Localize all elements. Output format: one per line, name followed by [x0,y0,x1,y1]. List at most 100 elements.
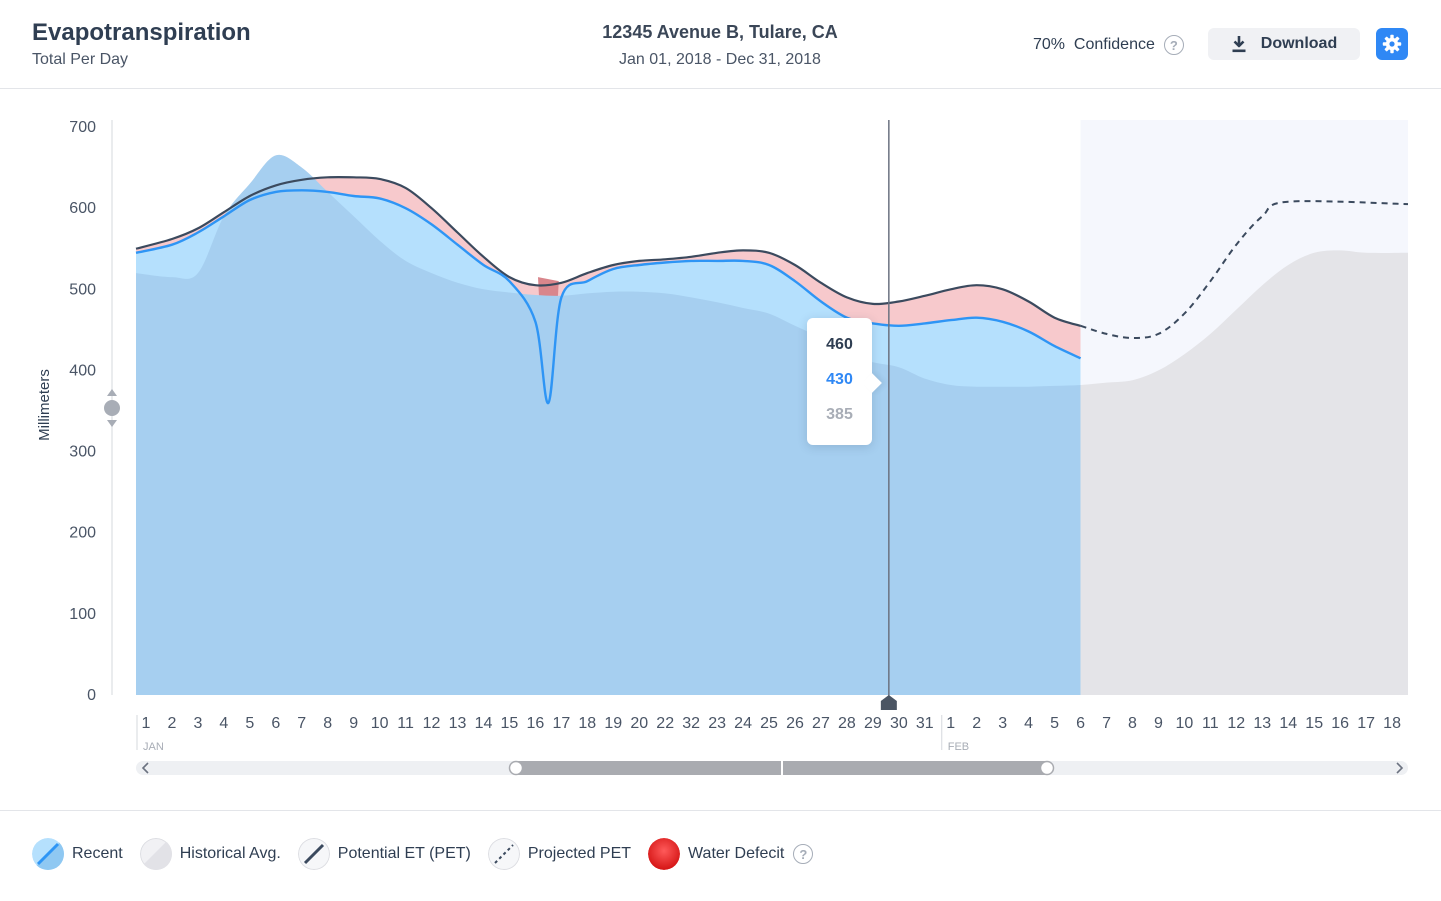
x-tick-label: 16 [527,715,545,732]
x-tick-label: 19 [604,715,622,732]
x-tick-label: 4 [1024,715,1033,732]
x-tick-label: 27 [812,715,830,732]
x-tick-label: 11 [397,715,414,732]
legend: Recent Historical Avg. Potential ET (PET… [32,838,814,870]
download-button[interactable]: Download [1208,28,1360,60]
y-tick-label: 500 [69,281,96,298]
projected-pet-swatch-icon [487,838,520,870]
legend-item-water-deficit[interactable]: Water Defecit [648,838,784,870]
x-tick-label: 17 [1357,715,1375,732]
pet-line [135,175,1081,327]
y-axis-label: Millimeters [36,369,53,441]
x-tick-label: 23 [708,715,726,732]
legend-item-recent[interactable]: Recent [32,838,123,870]
x-tick-label: 7 [1102,715,1111,732]
legend-label: Water Defecit [688,845,785,862]
pet-swatch-icon [297,838,330,870]
help-icon[interactable]: ? [1163,35,1184,55]
x-tick-label: 26 [786,715,804,732]
x-tick-label: 8 [1128,715,1137,732]
download-label: Download [1260,35,1338,52]
recent-line [135,189,1082,405]
x-tick-label: 24 [734,715,752,732]
legend-item-historical[interactable]: Historical Avg. [139,838,281,870]
x-tick-label: 5 [245,715,254,732]
y-tick-label: 400 [69,362,96,379]
scrollbar-right-handle[interactable] [1039,760,1055,776]
x-tick-label: 28 [838,715,856,732]
x-tick-label: 12 [423,715,441,732]
settings-button[interactable] [1376,28,1408,60]
y-handle-down-icon[interactable] [107,420,117,427]
x-tick-label: 9 [349,715,358,732]
tooltip-pet-value: 460 [826,336,853,353]
y-tick-label: 200 [69,525,96,542]
x-tick-label: 31 [916,715,934,732]
y-axis-handle[interactable] [104,400,120,416]
chart-title: Evapotranspiration [32,19,251,46]
x-tick-label: 8 [323,715,332,732]
x-tick-label: 2 [168,715,177,732]
x-tick-label: 18 [578,715,596,732]
x-tick-label: 16 [1331,715,1349,732]
x-tick-label: 10 [371,715,389,732]
x-tick-label: 29 [864,715,882,732]
legend-label: Projected PET [527,845,632,862]
y-tick-label: 300 [69,444,96,461]
tooltip-historical-value: 385 [826,406,853,423]
date-range[interactable]: Jan 01, 2018 - Dec 31, 2018 [619,51,821,68]
x-tick-label: 6 [271,715,280,732]
chart-area: 0 100 200 300 400 500 600 700 Millimeters 1 2 3 4 5 6 7… [0,90,1441,810]
x-tick-label: 32 [682,715,700,732]
legend-item-projected-pet[interactable]: Projected PET [487,838,632,870]
x-tick-label: 12 [1227,715,1245,732]
y-tick-label: 0 [87,687,96,704]
x-tick-label: 2 [972,715,981,732]
y-tick-label: 600 [69,200,96,217]
y-handle-up-icon[interactable] [107,389,117,396]
x-tick-label: 1 [946,715,955,732]
scrollbar-left-handle[interactable] [508,760,524,776]
gear-icon [1382,34,1402,54]
location-label: 12345 Avenue B, Tulare, CA [602,22,838,42]
x-tick-label: 4 [219,715,228,732]
x-tick-label: 18 [1383,715,1401,732]
legend-label: Recent [72,845,123,862]
month-label: FEB [948,741,969,753]
x-tick-label: 3 [193,715,202,732]
x-tick-label: 15 [1305,715,1323,732]
x-tick-label: 9 [1154,715,1163,732]
download-icon [1232,36,1246,53]
chart-header: Evapotranspiration Total Per Day 12345 A… [0,0,1441,89]
confidence-label[interactable]: 70% Confidence [1033,36,1155,53]
legend-item-pet[interactable]: Potential ET (PET) [297,838,471,870]
x-tick-label: 10 [1176,715,1194,732]
recent-historical-overlap [136,154,1081,695]
x-tick-label: 1 [142,715,151,732]
legend-label: Potential ET (PET) [337,845,471,862]
x-tick-label: 25 [760,715,778,732]
confidence-control[interactable]: 70% Confidence ? [1033,35,1184,55]
x-tick-label: 15 [501,715,519,732]
x-tick-label: 5 [1050,715,1059,732]
scroll-left-icon[interactable] [141,762,149,774]
x-tick-label: 20 [630,715,648,732]
cursor-handle[interactable] [880,695,897,710]
water-deficit-swatch-icon [648,838,681,870]
legend-label: Historical Avg. [179,845,281,862]
value-tooltip: 460 430 385 [807,318,882,445]
help-icon[interactable]: ? [793,844,814,864]
month-label: JAN [143,741,164,753]
y-tick-label: 700 [69,119,96,136]
x-tick-label: 13 [449,715,467,732]
x-tick-label: 17 [552,715,570,732]
x-tick-label: 11 [1202,715,1219,732]
scroll-right-icon[interactable] [1396,762,1404,774]
recent-swatch-icon [32,838,64,870]
historical-swatch-icon [139,838,172,870]
x-tick-label: 30 [890,715,908,732]
x-tick-label: 7 [297,715,306,732]
x-tick-label: 3 [998,715,1007,732]
footer-divider [0,810,1441,811]
